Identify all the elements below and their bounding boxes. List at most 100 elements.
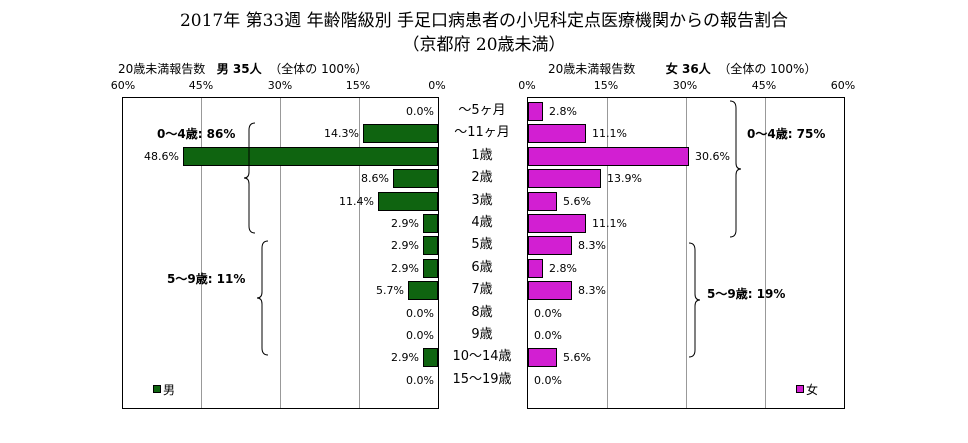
male-data-label: 48.6% xyxy=(144,149,179,163)
female-plot-area: 2.8% 11.1% 30.6% 13.9% 5.6% 11.1% 8.3% 2.8% 8.3%… xyxy=(527,97,845,409)
male-bar xyxy=(423,236,438,256)
female-data-label: 11.1% xyxy=(592,127,627,141)
male-axis-tick: 60% xyxy=(110,79,136,92)
female-header: 20歳未満報告数 女 36人 （全体の 100%） xyxy=(548,60,816,77)
female-data-label: 2.8% xyxy=(549,261,577,275)
male-plot-area: 0.0% 14.3% 48.6% 8.6% 11.4% 2.9% 2.9% 2.9% 5.7% 0… xyxy=(122,97,439,409)
male-bar xyxy=(363,124,438,144)
category-label: 1歳 xyxy=(471,147,493,163)
male-bar xyxy=(423,214,438,233)
category-label: 9歳 xyxy=(471,327,493,342)
female-data-label: 30.6% xyxy=(695,149,730,163)
legend-male-swatch xyxy=(153,385,161,393)
female-data-label: 0.0% xyxy=(534,373,562,387)
category-label: 8歳 xyxy=(471,304,493,320)
legend-male: 男 xyxy=(153,381,175,398)
female-group-0-4-bracket xyxy=(729,100,742,238)
category-label: 7歳 xyxy=(471,282,493,298)
legend-female-label: 女 xyxy=(806,383,819,397)
female-axis-tick: 45% xyxy=(751,79,777,92)
male-bar xyxy=(408,281,438,301)
category-label: 3歳 xyxy=(471,192,493,208)
chart-title: 2017年 第33週 年齢階級別 手足口病患者の小児科定点医療機関からの報告割合 xyxy=(179,11,789,31)
female-data-label: 2.8% xyxy=(549,105,577,118)
male-header-count: 男 35人 xyxy=(216,62,262,76)
category-label: 2歳 xyxy=(471,170,493,186)
gridline xyxy=(280,98,281,408)
female-bar xyxy=(528,236,572,256)
female-axis-tick: 30% xyxy=(672,79,698,92)
male-bar xyxy=(423,258,438,278)
male-axis-tick: 0% xyxy=(428,79,446,92)
female-data-label: 8.3% xyxy=(578,284,606,298)
female-group-5-9-bracket xyxy=(688,242,701,358)
female-bar xyxy=(528,348,557,368)
male-data-label: 11.4% xyxy=(339,194,374,208)
male-group-0-4-label: 0～4歳: 86% xyxy=(157,127,236,141)
female-data-label: 8.3% xyxy=(578,239,606,253)
category-label: 10～14歳 xyxy=(452,349,512,365)
male-data-label: 0.0% xyxy=(406,373,434,387)
female-bar xyxy=(528,146,689,166)
female-header-note: （全体の 100%） xyxy=(718,62,817,76)
chart-subtitle: （京都府 20歳未満） xyxy=(402,35,566,55)
female-axis-tick: 0% xyxy=(518,79,536,92)
legend-female: 女 xyxy=(796,381,818,398)
female-group-5-9-label: 5～9歳: 19% xyxy=(707,287,786,301)
gridline xyxy=(765,98,766,408)
male-axis-tick: 15% xyxy=(345,79,371,92)
female-data-label: 0.0% xyxy=(534,329,562,342)
male-header-label: 20歳未満報告数 xyxy=(118,62,206,76)
female-data-label: 0.0% xyxy=(534,306,562,320)
category-label: ～5ヶ月 xyxy=(458,103,506,118)
male-axis-tick: 30% xyxy=(267,79,293,92)
legend-male-label: 男 xyxy=(163,383,176,397)
female-header-label: 20歳未満報告数 xyxy=(548,62,636,76)
female-bar xyxy=(528,102,543,121)
male-data-label: 14.3% xyxy=(324,127,359,141)
female-bar xyxy=(528,258,543,278)
male-data-label: 2.9% xyxy=(391,261,419,275)
legend-female-swatch xyxy=(796,385,804,393)
category-label: 5歳 xyxy=(471,237,493,253)
male-data-label: 5.7% xyxy=(376,284,404,298)
male-header-note: （全体の 100%） xyxy=(269,62,368,76)
male-data-label: 8.6% xyxy=(361,172,389,186)
female-bar xyxy=(528,214,586,233)
female-bar xyxy=(528,169,601,189)
male-data-label: 2.9% xyxy=(391,351,419,365)
female-data-label: 13.9% xyxy=(607,172,642,186)
female-bar xyxy=(528,191,557,211)
female-bar xyxy=(528,124,586,144)
category-label: ～11ヶ月 xyxy=(454,125,510,141)
category-label: 6歳 xyxy=(471,259,493,275)
male-bar xyxy=(183,146,438,166)
male-data-label: 2.9% xyxy=(391,239,419,253)
male-data-label: 0.0% xyxy=(406,329,434,342)
male-bar xyxy=(423,348,438,368)
female-header-count: 女 36人 xyxy=(665,62,711,76)
gridline xyxy=(607,98,608,408)
male-bar xyxy=(393,169,438,189)
gridline xyxy=(201,98,202,408)
male-group-5-9-bracket xyxy=(256,240,269,356)
male-data-label: 0.0% xyxy=(406,306,434,320)
female-axis-tick: 60% xyxy=(830,79,856,92)
category-label: 4歳 xyxy=(471,215,493,230)
female-data-label: 5.6% xyxy=(563,351,591,365)
male-bar xyxy=(378,191,438,211)
male-group-0-4-bracket xyxy=(243,122,256,234)
category-label: 15～19歳 xyxy=(452,371,512,387)
female-axis-tick: 15% xyxy=(593,79,619,92)
male-header: 20歳未満報告数 男 35人 （全体の 100%） xyxy=(118,60,367,77)
female-data-label: 5.6% xyxy=(563,194,591,208)
male-axis-tick: 45% xyxy=(188,79,214,92)
gridline xyxy=(359,98,360,408)
female-group-0-4-label: 0～4歳: 75% xyxy=(747,127,826,141)
gridline xyxy=(686,98,687,408)
male-data-label: 0.0% xyxy=(406,105,434,118)
female-data-label: 11.1% xyxy=(592,217,627,230)
female-bar xyxy=(528,281,572,301)
male-group-5-9-label: 5～9歳: 11% xyxy=(167,272,246,286)
male-data-label: 2.9% xyxy=(391,217,419,230)
